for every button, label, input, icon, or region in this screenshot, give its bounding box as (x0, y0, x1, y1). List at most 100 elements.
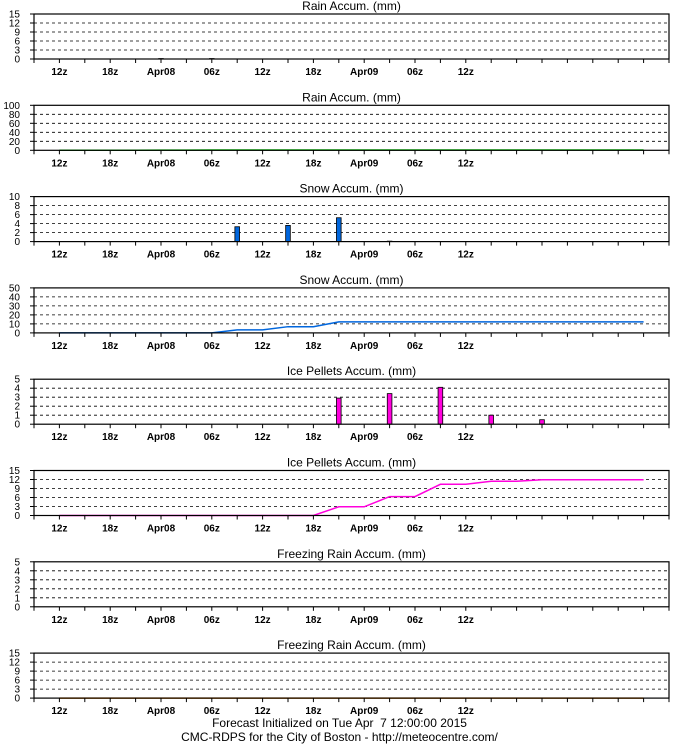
y-tick-label: 5 (14, 375, 20, 386)
x-tick-label: 18z (102, 432, 118, 443)
y-tick-label: 9 (14, 484, 20, 495)
x-tick-label: 18z (305, 706, 321, 717)
y-tick-label: 6 (14, 37, 20, 48)
y-tick-label: 30 (9, 301, 21, 312)
plot-frame (33, 13, 670, 60)
x-tick-label: 18z (305, 341, 321, 352)
x-tick-label: 06z (407, 706, 423, 717)
x-tick-label: 18z (305, 615, 321, 626)
x-tick-label: Apr09 (350, 158, 379, 169)
y-tick-label: 5 (14, 557, 20, 568)
x-tick-label: 12z (51, 615, 67, 626)
chart-title: Snow Accum. (mm) (299, 182, 403, 196)
y-tick-label: 0 (14, 694, 20, 705)
y-tick-label: 9 (14, 667, 20, 678)
y-tick-label: 12 (9, 475, 21, 486)
plot-frame (33, 652, 670, 699)
x-tick-label: Apr08 (147, 432, 176, 443)
y-tick-label: 6 (14, 210, 20, 221)
x-tick-label: 12z (255, 158, 271, 169)
x-tick-label: 18z (305, 524, 321, 535)
y-tick-label: 15 (9, 10, 21, 21)
x-tick-label: 06z (407, 67, 423, 78)
bar (386, 393, 393, 425)
y-tick-label: 0 (14, 328, 20, 339)
x-tick-label: Apr08 (147, 524, 176, 535)
y-tick-label: 2 (14, 228, 20, 239)
x-tick-label: Apr09 (350, 615, 379, 626)
y-tick-label: 3 (14, 685, 20, 696)
x-tick-label: 18z (102, 341, 118, 352)
bar (336, 217, 342, 243)
series-line (59, 479, 644, 517)
y-tick-label: 2 (14, 584, 20, 595)
x-tick-label: 12z (255, 615, 271, 626)
x-tick-label: Apr08 (147, 341, 176, 352)
x-tick-label: 12z (51, 524, 67, 535)
chart-title: Ice Pellets Accum. (mm) (287, 364, 416, 378)
y-tick-label: 4 (14, 384, 20, 395)
x-tick-label: Apr09 (350, 432, 379, 443)
x-tick-label: 12z (51, 250, 67, 261)
y-tick-label: 4 (14, 566, 20, 577)
y-tick-label: 40 (9, 128, 21, 139)
x-tick-label: 06z (204, 432, 220, 443)
bar (488, 414, 494, 425)
y-tick-label: 0 (14, 511, 20, 522)
x-tick-label: 18z (102, 706, 118, 717)
x-tick-label: Apr09 (350, 706, 379, 717)
chart-title: Freezing Rain Accum. (mm) (277, 547, 426, 561)
bar (336, 397, 342, 425)
y-tick-label: 80 (9, 110, 21, 121)
x-tick-label: 18z (102, 67, 118, 78)
y-tick-label: 3 (14, 46, 20, 57)
x-tick-label: 06z (204, 341, 220, 352)
y-tick-label: 0 (14, 420, 20, 431)
y-tick-label: 0 (14, 237, 20, 248)
forecast-init-text: Forecast Initialized on Tue Apr 7 12:00:… (212, 716, 467, 730)
x-tick-label: 12z (255, 706, 271, 717)
x-tick-label: 18z (305, 432, 321, 443)
x-tick-label: 06z (407, 341, 423, 352)
x-tick-label: 12z (51, 706, 67, 717)
chart-title: Rain Accum. (mm) (302, 90, 401, 104)
source-text: CMC-RDPS for the City of Boston - http:/… (181, 730, 498, 744)
y-tick-label: 15 (9, 649, 21, 660)
x-tick-label: 12z (255, 432, 271, 443)
chart-title: Ice Pellets Accum. (mm) (287, 456, 416, 470)
y-tick-label: 6 (14, 676, 20, 687)
x-tick-label: 12z (255, 67, 271, 78)
x-tick-label: Apr09 (350, 250, 379, 261)
y-tick-label: 50 (9, 283, 21, 294)
x-tick-label: 12z (255, 341, 271, 352)
bar (539, 419, 545, 425)
x-tick-label: 18z (305, 250, 321, 261)
x-tick-label: Apr08 (147, 250, 176, 261)
x-tick-label: 18z (102, 250, 118, 261)
y-tick-label: 1 (14, 411, 20, 422)
y-tick-label: 0 (14, 146, 20, 157)
x-tick-label: 06z (407, 615, 423, 626)
y-tick-label: 9 (14, 28, 20, 39)
x-tick-label: 12z (51, 432, 67, 443)
y-tick-label: 3 (14, 502, 20, 513)
y-tick-label: 0 (14, 602, 20, 613)
y-tick-label: 2 (14, 402, 20, 413)
y-tick-label: 3 (14, 393, 20, 404)
y-tick-label: 4 (14, 219, 20, 230)
bar (437, 386, 444, 425)
x-tick-label: 18z (305, 67, 321, 78)
x-tick-label: 18z (102, 158, 118, 169)
y-tick-label: 20 (9, 137, 21, 148)
y-tick-label: 60 (9, 119, 21, 130)
x-tick-label: Apr09 (350, 67, 379, 78)
chart-title: Snow Accum. (mm) (299, 273, 403, 287)
